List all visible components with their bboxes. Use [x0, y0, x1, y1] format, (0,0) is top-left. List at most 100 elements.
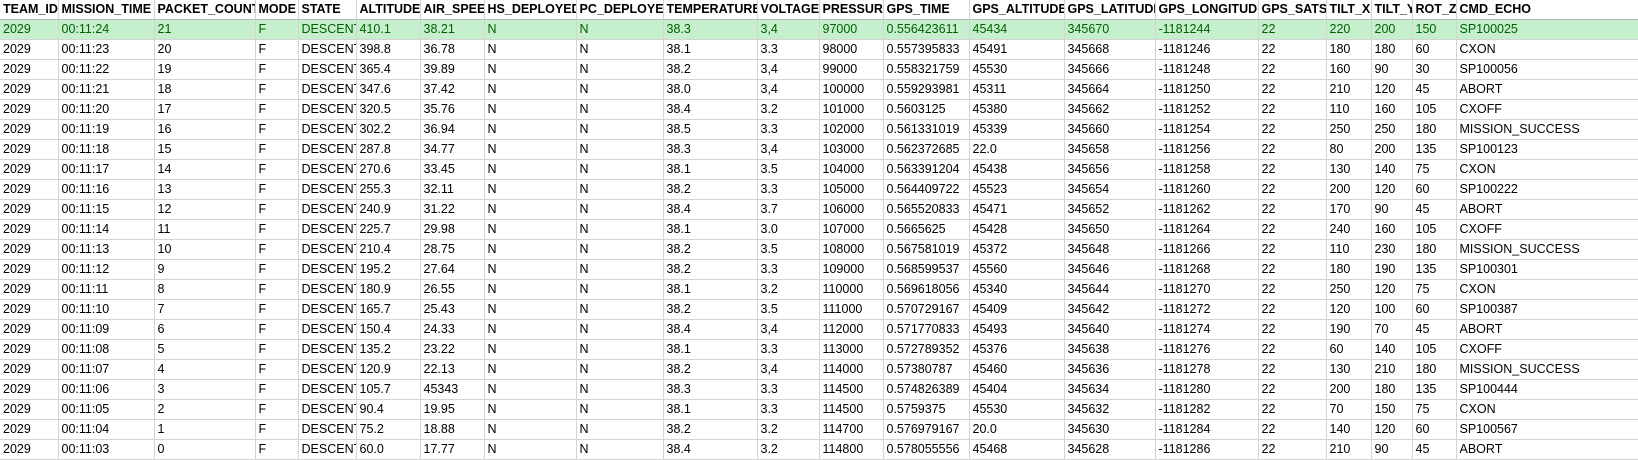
column-header-pc-deployed[interactable]: PC_DEPLOYED [576, 0, 664, 21]
cell-team-id[interactable]: 2029 [0, 359, 59, 381]
cell-pc-deployed[interactable]: N [576, 19, 664, 41]
cell-air-speed[interactable]: 38.21 [420, 19, 485, 41]
cell-voltage[interactable]: 3,4 [757, 359, 820, 381]
cell-mission-time[interactable]: 00:11:08 [58, 339, 155, 361]
cell-mission-time[interactable]: 00:11:22 [58, 59, 155, 81]
cell-gps-altitude[interactable]: 45409 [969, 299, 1065, 321]
cell-state[interactable]: DESCENT [298, 79, 357, 101]
cell-gps-latitude[interactable]: 345632 [1064, 399, 1156, 421]
cell-hs-deployed[interactable]: N [484, 319, 577, 341]
column-header-tilt-x[interactable]: TILT_X [1326, 0, 1372, 21]
table-row[interactable]: 2029 00:11:03 0 F DESCENT 60.0 17.77 N N 38.4 3.2 1… [0, 439, 1638, 460]
cell-gps-latitude[interactable]: 345654 [1064, 179, 1156, 201]
cell-tilt-y[interactable]: 140 [1371, 339, 1413, 361]
cell-voltage[interactable]: 3.3 [757, 179, 820, 201]
cell-mission-time[interactable]: 00:11:20 [58, 99, 155, 121]
cell-gps-time[interactable]: 0.567581019 [883, 239, 970, 261]
cell-temperature[interactable]: 38.4 [663, 199, 758, 221]
column-header-gps-latitude[interactable]: GPS_LATITUDE [1064, 0, 1156, 21]
cell-voltage[interactable]: 3.5 [757, 159, 820, 181]
cell-gps-altitude[interactable]: 22.0 [969, 139, 1065, 161]
cell-mission-time[interactable]: 00:11:12 [58, 259, 155, 281]
column-header-rot-z[interactable]: ROT_Z [1412, 0, 1457, 21]
cell-team-id[interactable]: 2029 [0, 159, 59, 181]
cell-team-id[interactable]: 2029 [0, 319, 59, 341]
cell-altitude[interactable]: 270.6 [356, 159, 421, 181]
cell-hs-deployed[interactable]: N [484, 39, 577, 61]
table-row[interactable]: 2029 00:11:18 15 F DESCENT 287.8 34.77 N N 38.3 3,… [0, 139, 1638, 161]
cell-hs-deployed[interactable]: N [484, 19, 577, 41]
cell-pressure[interactable]: 105000 [819, 179, 884, 201]
cell-gps-longitude[interactable]: -1181246 [1155, 39, 1259, 61]
cell-gps-latitude[interactable]: 345642 [1064, 299, 1156, 321]
cell-temperature[interactable]: 38.2 [663, 59, 758, 81]
cell-mission-time[interactable]: 00:11:15 [58, 199, 155, 221]
cell-temperature[interactable]: 38.2 [663, 359, 758, 381]
cell-gps-sats[interactable]: 22 [1258, 299, 1327, 321]
column-header-temperature[interactable]: TEMPERATURE [663, 0, 758, 21]
cell-team-id[interactable]: 2029 [0, 279, 59, 301]
cell-state[interactable]: DESCENT [298, 119, 357, 141]
cell-mode[interactable]: F [255, 439, 299, 460]
cell-gps-altitude[interactable]: 45339 [969, 119, 1065, 141]
cell-tilt-y[interactable]: 150 [1371, 399, 1413, 421]
cell-air-speed[interactable]: 19.95 [420, 399, 485, 421]
cell-gps-longitude[interactable]: -1181254 [1155, 119, 1259, 141]
table-row[interactable]: 2029 00:11:19 16 F DESCENT 302.2 36.94 N N 38.5 3.… [0, 119, 1638, 141]
cell-tilt-x[interactable]: 110 [1326, 99, 1372, 121]
cell-tilt-x[interactable]: 130 [1326, 159, 1372, 181]
cell-rot-z[interactable]: 180 [1412, 119, 1457, 141]
cell-gps-sats[interactable]: 22 [1258, 439, 1327, 460]
cell-gps-altitude[interactable]: 45428 [969, 219, 1065, 241]
cell-gps-longitude[interactable]: -1181286 [1155, 439, 1259, 460]
cell-pc-deployed[interactable]: N [576, 99, 664, 121]
cell-pc-deployed[interactable]: N [576, 159, 664, 181]
cell-tilt-x[interactable]: 190 [1326, 319, 1372, 341]
cell-team-id[interactable]: 2029 [0, 19, 59, 41]
cell-gps-sats[interactable]: 22 [1258, 279, 1327, 301]
column-header-hs-deployed[interactable]: HS_DEPLOYED [484, 0, 577, 21]
cell-gps-sats[interactable]: 22 [1258, 19, 1327, 41]
cell-gps-longitude[interactable]: -1181260 [1155, 179, 1259, 201]
cell-packet-count[interactable]: 13 [154, 179, 256, 201]
cell-gps-sats[interactable]: 22 [1258, 259, 1327, 281]
cell-gps-longitude[interactable]: -1181270 [1155, 279, 1259, 301]
cell-pc-deployed[interactable]: N [576, 399, 664, 421]
cell-cmd-echo[interactable]: CXOFF [1456, 99, 1638, 121]
cell-state[interactable]: DESCENT [298, 19, 357, 41]
cell-packet-count[interactable]: 12 [154, 199, 256, 221]
cell-mission-time[interactable]: 00:11:10 [58, 299, 155, 321]
cell-tilt-x[interactable]: 160 [1326, 59, 1372, 81]
cell-cmd-echo[interactable]: CXOFF [1456, 339, 1638, 361]
cell-mode[interactable]: F [255, 259, 299, 281]
cell-temperature[interactable]: 38.1 [663, 159, 758, 181]
cell-mission-time[interactable]: 00:11:13 [58, 239, 155, 261]
cell-gps-time[interactable]: 0.571770833 [883, 319, 970, 341]
cell-gps-latitude[interactable]: 345656 [1064, 159, 1156, 181]
cell-altitude[interactable]: 90.4 [356, 399, 421, 421]
cell-rot-z[interactable]: 105 [1412, 99, 1457, 121]
cell-temperature[interactable]: 38.1 [663, 279, 758, 301]
cell-air-speed[interactable]: 18.88 [420, 419, 485, 441]
table-row[interactable]: 2029 00:11:24 21 F DESCENT 410.1 38.21 N N 38.3 3,… [0, 19, 1638, 41]
cell-pc-deployed[interactable]: N [576, 79, 664, 101]
cell-temperature[interactable]: 38.1 [663, 39, 758, 61]
cell-pressure[interactable]: 103000 [819, 139, 884, 161]
cell-mode[interactable]: F [255, 319, 299, 341]
cell-gps-latitude[interactable]: 345662 [1064, 99, 1156, 121]
cell-tilt-y[interactable]: 120 [1371, 179, 1413, 201]
column-header-cmd-echo[interactable]: CMD_ECHO [1456, 0, 1638, 21]
cell-cmd-echo[interactable]: CXON [1456, 159, 1638, 181]
cell-hs-deployed[interactable]: N [484, 179, 577, 201]
cell-cmd-echo[interactable]: SP100567 [1456, 419, 1638, 441]
cell-gps-time[interactable]: 0.5759375 [883, 399, 970, 421]
cell-gps-sats[interactable]: 22 [1258, 339, 1327, 361]
cell-gps-altitude[interactable]: 45372 [969, 239, 1065, 261]
cell-team-id[interactable]: 2029 [0, 299, 59, 321]
cell-mode[interactable]: F [255, 279, 299, 301]
cell-rot-z[interactable]: 75 [1412, 399, 1457, 421]
table-row[interactable]: 2029 00:11:20 17 F DESCENT 320.5 35.76 N N 38.4 3.… [0, 99, 1638, 121]
cell-altitude[interactable]: 398.8 [356, 39, 421, 61]
cell-packet-count[interactable]: 9 [154, 259, 256, 281]
cell-gps-altitude[interactable]: 45311 [969, 79, 1065, 101]
